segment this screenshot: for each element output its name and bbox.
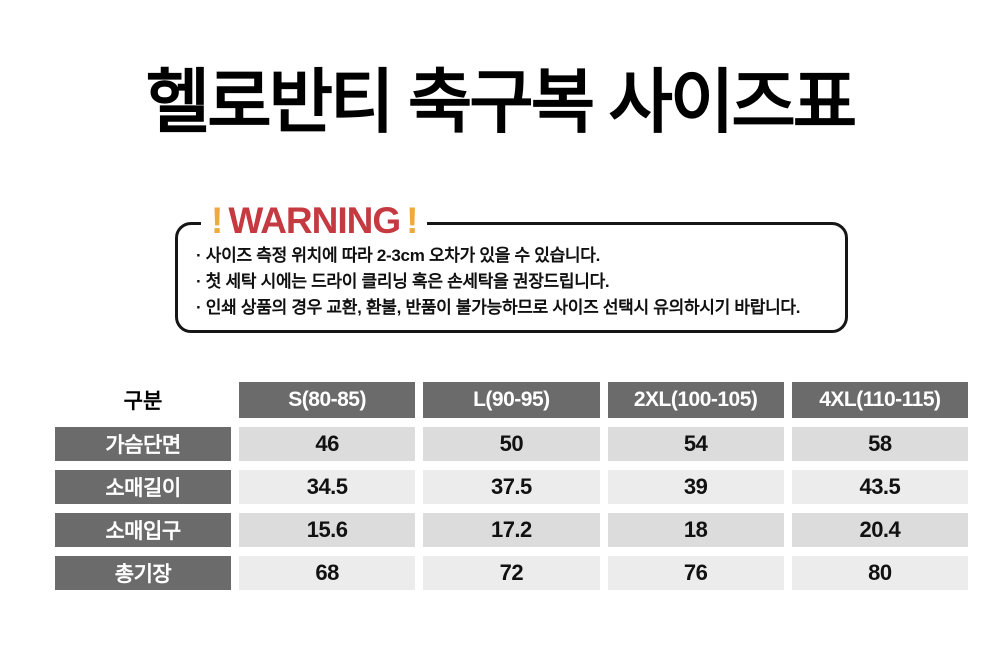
data-cell: 17.2 <box>423 513 600 547</box>
data-cell: 20.4 <box>791 513 968 547</box>
warning-note: · 사이즈 측정 위치에 따라 2-3cm 오차가 있을 수 있습니다. <box>196 246 601 265</box>
row-label-sleeve-length: 소매길이 <box>55 470 231 504</box>
data-cell: 34.5 <box>239 470 416 504</box>
column-header-l: L(90-95) <box>423 382 600 418</box>
table-corner-label: 구분 <box>123 390 163 413</box>
row-label-total-length: 총기장 <box>55 556 231 590</box>
data-cell: 43.5 <box>791 470 968 504</box>
column-header-2xl: 2XL(100-105) <box>607 382 784 418</box>
warning-heading: ! WARNING! <box>201 197 428 245</box>
data-cell: 15.6 <box>239 513 416 547</box>
data-cell: 72 <box>423 556 600 590</box>
warning-notes: · 사이즈 측정 위치에 따라 2-3cm 오차가 있을 수 있습니다. · 첫… <box>196 243 836 321</box>
data-cell: 50 <box>423 427 600 461</box>
warning-note: · 첫 세탁 시에는 드라이 클리닝 혹은 손세탁을 권장드립니다. <box>196 272 610 291</box>
exclamation-right-icon: ! <box>406 200 418 241</box>
data-cell: 54 <box>607 427 784 461</box>
data-cell: 18 <box>607 513 784 547</box>
warning-label: WARNING <box>228 200 401 241</box>
column-header-s: S(80-85) <box>239 382 416 418</box>
data-cell: 58 <box>791 427 968 461</box>
size-table: 구분 S(80-85) L(90-95) 2XL(100-105) 4XL(11… <box>55 382 968 590</box>
column-header-4xl: 4XL(110-115) <box>791 382 968 418</box>
exclamation-left-icon: ! <box>211 200 223 241</box>
data-cell: 37.5 <box>423 470 600 504</box>
data-cell: 80 <box>791 556 968 590</box>
row-label-chest: 가슴단면 <box>55 427 231 461</box>
warning-note: · 인쇄 상품의 경우 교환, 환불, 반품이 불가능하므로 사이즈 선택시 유… <box>196 298 801 317</box>
data-cell: 68 <box>239 556 416 590</box>
row-label-sleeve-opening: 소매입구 <box>55 513 231 547</box>
page-title: 헬로반티 축구복 사이즈표 <box>145 63 857 141</box>
data-cell: 76 <box>607 556 784 590</box>
data-cell: 39 <box>607 470 784 504</box>
data-cell: 46 <box>239 427 416 461</box>
